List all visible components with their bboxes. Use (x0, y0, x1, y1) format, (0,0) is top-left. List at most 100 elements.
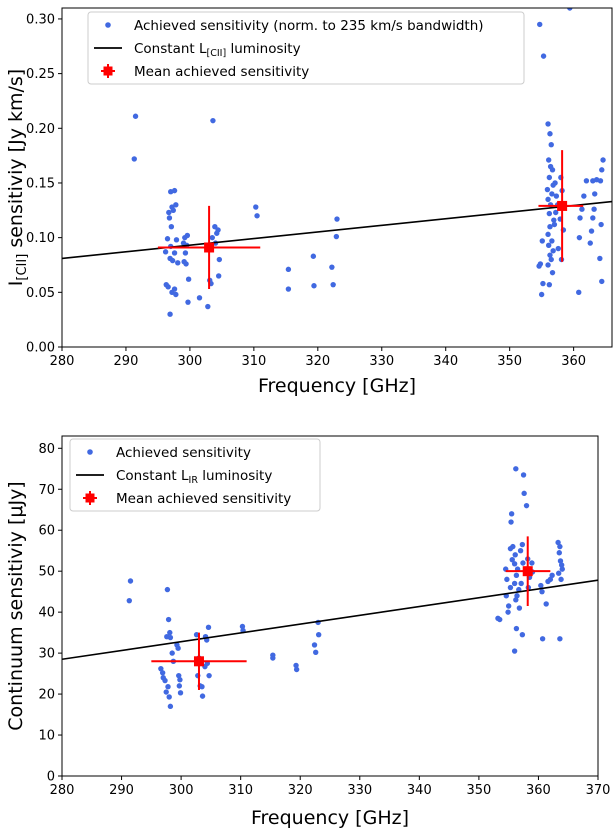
axes-frame (61, 435, 599, 777)
x-tick-label: 330 (369, 354, 394, 369)
x-tick-label: 290 (109, 783, 134, 798)
data-point (549, 269, 556, 276)
data-point (173, 237, 180, 243)
data-point (509, 557, 515, 563)
data-point (293, 666, 300, 673)
plot-area (62, 466, 598, 710)
data-point (511, 580, 518, 587)
data-point (166, 209, 172, 216)
data-point (285, 266, 292, 273)
data-point (170, 207, 176, 214)
data-point (215, 273, 222, 279)
y-tick-label: 0.05 (26, 286, 55, 301)
data-point (519, 631, 526, 638)
legend-mean-label: Mean achieved sensitivity (116, 491, 291, 507)
data-point (511, 561, 518, 567)
data-point (215, 227, 221, 233)
data-point (591, 206, 597, 212)
data-point (577, 215, 583, 221)
data-point (549, 167, 556, 173)
y-tick-label: 0.30 (26, 12, 55, 27)
data-point (270, 655, 276, 661)
data-point (520, 560, 526, 566)
data-point (539, 238, 545, 244)
legend-box (87, 11, 525, 85)
x-tick-label: 370 (586, 783, 611, 798)
data-point (330, 281, 336, 288)
data-point (555, 539, 561, 546)
data-point (329, 264, 335, 270)
data-point (126, 597, 132, 604)
x-tick-label: 360 (526, 783, 551, 798)
data-point (164, 586, 171, 593)
data-point (513, 625, 520, 632)
data-point (548, 141, 554, 148)
data-point (539, 636, 546, 642)
data-point (173, 202, 179, 208)
y-tick-label: 70 (38, 483, 55, 498)
legend-mean-label: Mean achieved sensitivity (134, 64, 309, 80)
data-point (505, 609, 511, 615)
data-point (311, 283, 317, 289)
data-point (507, 545, 514, 552)
legend-point-marker (87, 449, 93, 455)
data-point (523, 502, 530, 509)
data-point (209, 234, 215, 241)
bottom-scatter-plot: 280 290 300 310 320 330 340 350 360 370 0 10 20 30 40 5… (5, 435, 611, 829)
data-point (164, 236, 171, 242)
data-point (169, 650, 175, 656)
data-point (508, 511, 515, 517)
data-point (547, 576, 554, 583)
data-point (205, 303, 211, 310)
data-point (555, 245, 561, 252)
data-point (167, 311, 173, 317)
data-point (539, 588, 545, 595)
data-point (216, 256, 223, 263)
mean-marker (204, 242, 215, 253)
data-point (165, 284, 171, 290)
data-point (184, 232, 191, 239)
data-point (549, 238, 555, 244)
data-point (553, 209, 559, 216)
data-point (543, 601, 549, 607)
data-point (599, 167, 605, 173)
data-point (547, 131, 553, 137)
data-point (310, 253, 317, 259)
y-tick-label: 40 (38, 606, 55, 621)
data-point (546, 210, 553, 217)
legend: Achieved sensitivity (norm. to 235 km/s … (87, 11, 525, 85)
data-point (547, 224, 553, 230)
data-point (549, 191, 555, 197)
data-point (177, 690, 184, 696)
data-point (557, 558, 564, 564)
data-point (182, 250, 189, 256)
top-scatter-plot: 280 290 300 310 320 330 340 350 360 0.00 0.05 0.10 0… (5, 7, 613, 397)
legend-point-marker (105, 22, 111, 28)
x-tick-label: 300 (169, 783, 194, 798)
data-point (333, 233, 340, 240)
x-tick-label: 300 (177, 354, 202, 369)
y-tick-label: 0.10 (26, 231, 55, 246)
x-tick-label: 360 (561, 354, 586, 369)
x-axis-title: Frequency [GHz] (258, 375, 416, 397)
data-point (519, 541, 526, 548)
x-tick-label: 310 (241, 354, 266, 369)
data-point (517, 548, 524, 554)
data-point (545, 231, 551, 238)
data-point (164, 634, 170, 640)
data-point (583, 178, 590, 184)
data-point (579, 206, 585, 212)
data-point (556, 550, 562, 556)
data-point (166, 694, 172, 700)
data-point (171, 250, 178, 256)
data-point (163, 689, 169, 695)
y-tick-label: 10 (38, 729, 55, 744)
data-point (576, 234, 583, 241)
data-point (504, 576, 510, 583)
data-point (553, 193, 560, 199)
data-point (518, 580, 524, 587)
data-point (597, 255, 603, 262)
data-point (165, 684, 171, 690)
data-point (293, 662, 299, 669)
data-point (206, 672, 212, 679)
